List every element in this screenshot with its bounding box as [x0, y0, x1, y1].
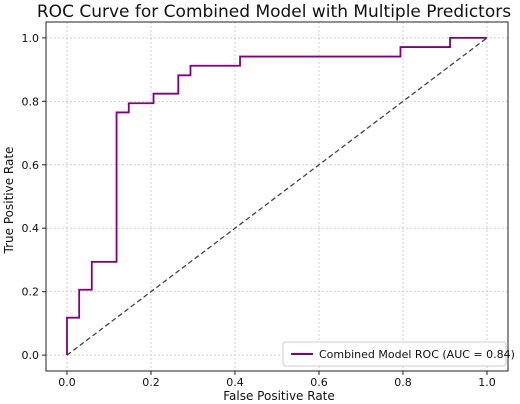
legend: Combined Model ROC (AUC = 0.84) — [282, 341, 515, 367]
chart-title: ROC Curve for Combined Model with Multip… — [37, 2, 511, 22]
series-layer — [66, 36, 488, 356]
x-tick-label: 0.4 — [226, 376, 244, 389]
y-tick-label: 1.0 — [22, 32, 40, 45]
y-tick-label: 0.6 — [22, 159, 40, 172]
axis-ticks: 0.0 0.2 0.4 0.6 0.8 1.0 0.0 0.2 0.4 0.6 0.8 1.0 — [22, 32, 496, 389]
x-tick-label: 0.6 — [310, 376, 328, 389]
roc-curve-line — [66, 36, 487, 356]
y-axis-label: True Positive Rate — [2, 147, 16, 255]
y-tick-label: 0.0 — [22, 349, 40, 362]
plot-frame — [45, 21, 509, 372]
legend-label: Combined Model ROC (AUC = 0.84) — [319, 348, 515, 361]
legend-box — [282, 341, 507, 367]
x-tick-label: 0.0 — [58, 376, 76, 389]
x-tick-label: 0.2 — [142, 376, 160, 389]
x-axis-label: False Positive Rate — [223, 389, 335, 403]
chance-diagonal-line — [66, 37, 488, 356]
x-tick-label: 0.8 — [394, 376, 412, 389]
x-tick-label: 1.0 — [478, 376, 496, 389]
y-tick-label: 0.2 — [22, 286, 40, 299]
y-tick-label: 0.8 — [22, 95, 40, 108]
y-tick-label: 0.4 — [22, 222, 40, 235]
